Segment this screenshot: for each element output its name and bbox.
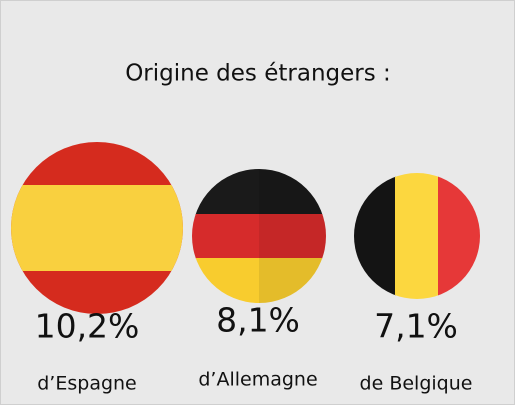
title: Origine des étrangers :	[125, 61, 391, 87]
flag-spain	[11, 142, 183, 314]
percentage: 8,1%	[216, 301, 300, 340]
country-label: de Belgique	[360, 373, 473, 395]
percentage: 7,1%	[374, 307, 458, 346]
country-label: d’Espagne	[37, 373, 137, 395]
country-label: d’Allemagne	[198, 369, 317, 391]
percentage: 10,2%	[35, 307, 140, 346]
